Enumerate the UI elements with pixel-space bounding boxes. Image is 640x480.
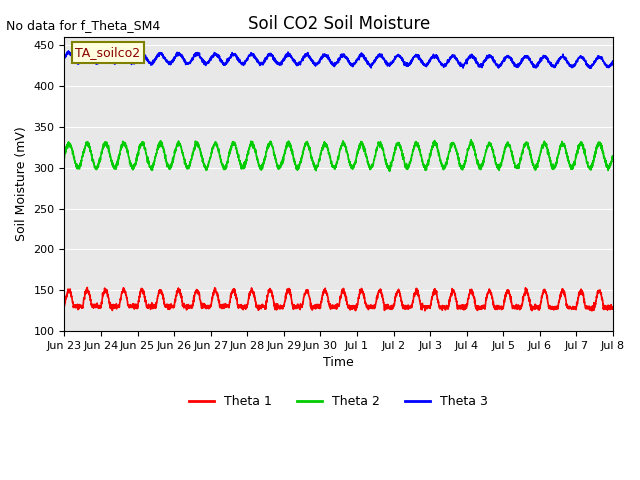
Theta 1: [271, 307, 279, 312]
Theta 3: [598, 57, 606, 63]
Theta 2: [61, 155, 68, 161]
Theta 2: [386, 168, 394, 174]
Theta 3: [61, 56, 68, 61]
Theta 3: [65, 48, 72, 54]
Theta 1: [540, 289, 547, 295]
Theta 2: [467, 137, 475, 143]
Line: Theta 2: Theta 2: [65, 140, 613, 171]
Theta 1: [295, 304, 303, 310]
Theta 1: [156, 287, 164, 293]
X-axis label: Time: Time: [323, 356, 354, 369]
Theta 2: [123, 148, 131, 154]
Text: No data for f_Theta_SM4: No data for f_Theta_SM4: [6, 19, 161, 32]
Line: Theta 3: Theta 3: [65, 51, 613, 68]
Theta 3: [540, 53, 547, 59]
Theta 3: [271, 56, 279, 62]
Theta 2: [540, 141, 547, 147]
Theta 1: [124, 298, 131, 303]
Theta 3: [609, 59, 617, 64]
Theta 3: [295, 60, 303, 66]
Theta 1: [609, 305, 617, 311]
Theta 1: [61, 303, 68, 309]
Text: TA_soilco2: TA_soilco2: [76, 46, 141, 59]
Theta 2: [598, 147, 606, 153]
Theta 3: [124, 53, 131, 59]
Line: Theta 1: Theta 1: [65, 288, 613, 311]
Theta 1: [598, 297, 606, 303]
Theta 1: [588, 308, 596, 314]
Theta 2: [156, 140, 163, 146]
Theta 1: [83, 285, 91, 290]
Theta 3: [588, 65, 595, 71]
Y-axis label: Soil Moisture (mV): Soil Moisture (mV): [15, 127, 28, 241]
Theta 2: [271, 153, 278, 159]
Theta 2: [609, 154, 617, 160]
Title: Soil CO2 Soil Moisture: Soil CO2 Soil Moisture: [248, 15, 430, 33]
Legend: Theta 1, Theta 2, Theta 3: Theta 1, Theta 2, Theta 3: [184, 390, 493, 413]
Theta 3: [156, 51, 164, 57]
Theta 2: [294, 162, 302, 168]
